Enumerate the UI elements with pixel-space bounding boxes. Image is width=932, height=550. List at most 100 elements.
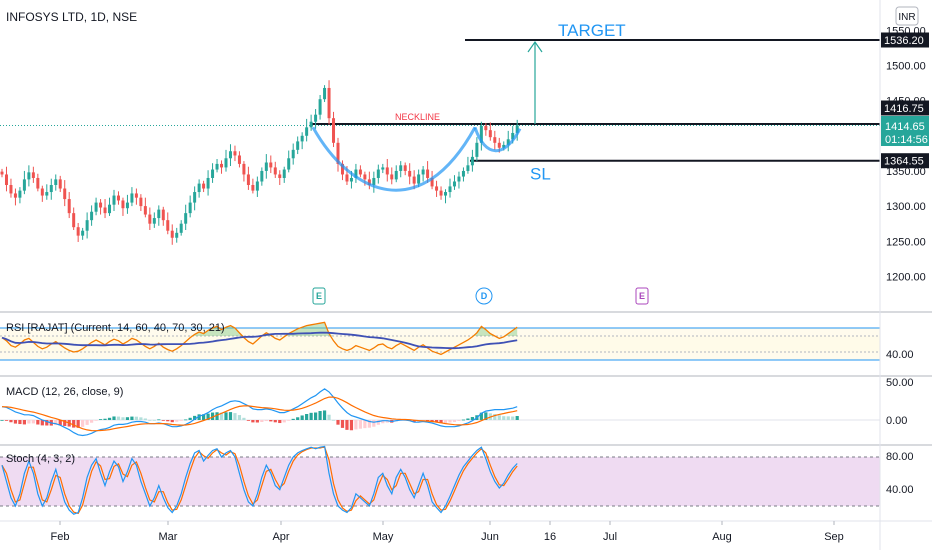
candle-body: [224, 158, 228, 168]
candle: [332, 111, 336, 148]
time-tick-label: Sep: [824, 531, 844, 543]
macd-hist-bar: [228, 412, 233, 420]
candle: [220, 160, 224, 174]
macd-hist-bar: [264, 420, 268, 422]
stoch-band: [0, 457, 880, 506]
time-tick-label: Apr: [272, 531, 289, 543]
event-earnings-1[interactable]: E: [312, 287, 326, 305]
macd-hist-bar: [260, 420, 264, 423]
macd-hist-bar: [331, 419, 336, 421]
stoch-axis-label-mid: 40.00: [886, 484, 914, 496]
candle: [67, 192, 71, 219]
candle: [13, 188, 17, 206]
macd-hist-bar: [45, 420, 49, 426]
candle-body: [143, 206, 147, 215]
candle: [291, 143, 295, 165]
candle: [112, 189, 116, 212]
macd-hist-bar: [112, 416, 116, 420]
candle-body: [161, 209, 165, 221]
candle: [206, 170, 210, 196]
candle-body: [18, 190, 22, 198]
candle: [336, 137, 340, 172]
macd-pane: MACD (12, 26, close, 9): [0, 386, 880, 437]
candle-body: [22, 179, 26, 191]
candle-body: [0, 171, 4, 175]
candle: [31, 166, 35, 183]
candle: [130, 187, 134, 207]
candle-body: [242, 163, 246, 175]
dividend-event-icon: [475, 287, 493, 305]
candle: [81, 227, 85, 240]
candle-body: [31, 172, 35, 178]
macd-hist-bar: [493, 414, 497, 420]
macd-hist-bar: [484, 412, 488, 420]
candle: [466, 156, 470, 174]
candle: [372, 171, 376, 193]
candle-body: [152, 218, 156, 224]
price-axis[interactable]: 1200.001250.001300.001350.001450.001500.…: [879, 0, 929, 550]
candle: [94, 197, 98, 216]
candle: [475, 137, 479, 162]
candle-body: [430, 177, 434, 187]
candle-body: [112, 195, 116, 205]
price-tick-label: 1500.00: [886, 60, 926, 72]
candle: [385, 158, 389, 182]
macd-hist-bar: [179, 420, 183, 421]
candle-body: [206, 177, 210, 189]
candle-body: [278, 174, 282, 178]
macd-hist-bar: [349, 420, 354, 431]
candle: [99, 199, 103, 215]
candle: [340, 160, 344, 181]
candle-body: [340, 163, 344, 175]
candle-body: [291, 149, 295, 159]
candle-body: [327, 87, 331, 119]
macd-hist-bar: [448, 420, 452, 423]
candle-body: [179, 223, 183, 233]
event-earnings-2[interactable]: E: [635, 287, 649, 305]
candle-body: [99, 202, 103, 208]
candle-body: [399, 165, 403, 171]
macd-hist-bar: [107, 417, 112, 420]
macd-hist-bar: [13, 420, 18, 424]
macd-hist-bar: [202, 414, 206, 420]
macd-hist-bar: [282, 420, 286, 423]
earnings-event-icon: [312, 287, 326, 305]
stoch-axis-label-top: 80.00: [886, 451, 914, 463]
event-dividend[interactable]: D: [475, 287, 493, 305]
last-price-tag: 1414.65 01:14:56: [881, 116, 929, 146]
time-axis[interactable]: Feb Mar Apr May Jun 16 Jul Aug Sep: [0, 520, 932, 543]
macd-hist-bar: [210, 412, 215, 420]
time-tick-label: 16: [544, 531, 556, 543]
macd-hist-bar: [511, 416, 515, 420]
candle: [211, 163, 215, 183]
candle-body: [13, 193, 17, 198]
candle-body: [408, 170, 412, 177]
candle: [246, 166, 250, 190]
candle: [121, 197, 125, 216]
candle-body: [488, 130, 492, 138]
candle-body: [296, 141, 300, 150]
time-tick-label: Aug: [712, 531, 732, 543]
event-label: E: [639, 291, 645, 301]
candle: [444, 189, 448, 204]
candle-body: [9, 185, 13, 194]
candle: [390, 167, 394, 185]
candle-body: [444, 192, 448, 196]
candle: [63, 180, 67, 207]
macd-hist-bar: [184, 419, 188, 421]
macd-hist-bar: [219, 412, 224, 420]
candle: [166, 212, 170, 235]
candle-body: [336, 142, 340, 164]
candle-body: [157, 209, 161, 219]
macd-hist-bar: [434, 420, 439, 423]
candle: [188, 195, 192, 218]
macd-hist-bar: [452, 420, 457, 422]
candle-body: [461, 170, 465, 177]
candle-body: [475, 142, 479, 157]
macd-hist-bar: [367, 420, 371, 428]
candle: [242, 161, 246, 182]
candle: [403, 162, 407, 176]
sl-price-label: 1364.55: [884, 156, 924, 168]
candle: [470, 149, 474, 172]
